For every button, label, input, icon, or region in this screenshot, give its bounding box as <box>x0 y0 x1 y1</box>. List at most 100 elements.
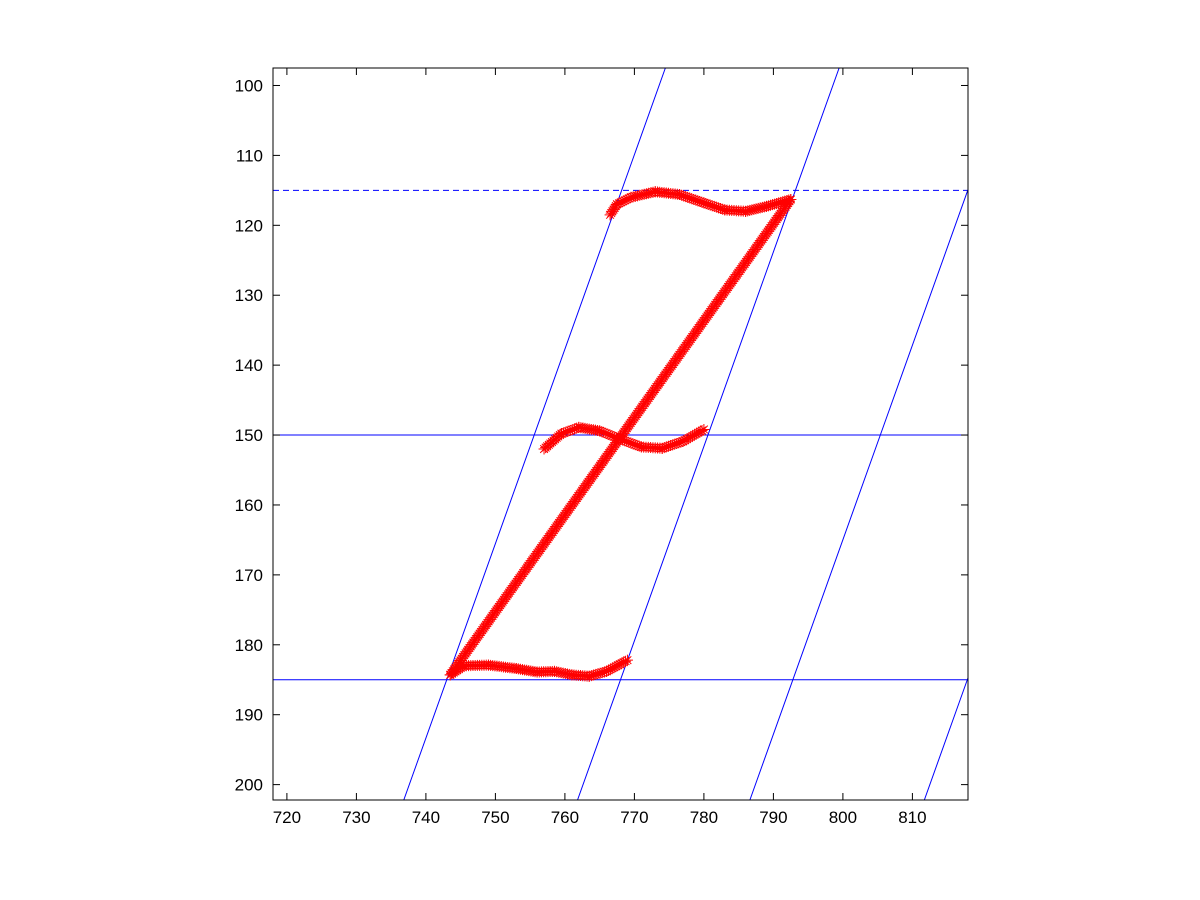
asterisk-marker <box>610 432 622 444</box>
asterisk-marker <box>620 655 632 667</box>
asterisk-marker <box>608 661 620 673</box>
asterisk-marker <box>773 197 785 209</box>
asterisk-marker <box>621 193 633 205</box>
asterisk-marker <box>614 658 626 670</box>
asterisk-marker <box>696 425 708 437</box>
asterisk-marker <box>612 659 624 671</box>
asterisk-marker <box>564 425 576 437</box>
asterisk-marker <box>685 431 697 443</box>
x-tick-label: 810 <box>898 808 926 827</box>
asterisk-marker <box>673 437 685 449</box>
asterisk-marker <box>615 196 627 208</box>
asterisk-marker <box>608 431 620 443</box>
asterisk-marker <box>680 191 692 203</box>
x-tick-label: 770 <box>620 808 648 827</box>
asterisk-marker <box>643 187 655 199</box>
asterisk-marker <box>682 191 694 203</box>
asterisk-marker <box>625 191 637 203</box>
asterisk-marker <box>615 433 626 445</box>
asterisk-marker <box>687 430 699 442</box>
asterisk-marker <box>677 435 689 447</box>
asterisk-marker <box>688 193 700 205</box>
y-tick-label: 170 <box>235 566 263 585</box>
y-tick-label: 100 <box>235 76 263 95</box>
asterisk-marker <box>598 666 610 678</box>
asterisk-marker <box>775 196 787 208</box>
asterisk-marker <box>658 442 670 454</box>
y-tick-label: 140 <box>235 356 263 375</box>
asterisk-marker <box>676 189 688 201</box>
asterisk-marker <box>621 436 633 448</box>
y-tick-label: 150 <box>235 426 263 445</box>
x-tick-label: 790 <box>759 808 787 827</box>
asterisk-marker <box>631 439 643 451</box>
asterisk-marker <box>777 196 789 208</box>
asterisk-marker <box>771 198 783 210</box>
asterisk-marker <box>594 425 606 437</box>
x-tick-label: 780 <box>690 808 718 827</box>
asterisk-marker <box>610 660 622 672</box>
asterisk-marker <box>692 427 704 439</box>
asterisk-marker <box>760 200 772 212</box>
asterisk-marker <box>594 667 606 679</box>
asterisk-marker <box>568 423 580 435</box>
asterisk-marker <box>633 440 645 452</box>
asterisk-marker <box>602 664 614 676</box>
asterisk-marker <box>683 432 695 444</box>
asterisk-marker <box>710 201 722 213</box>
asterisk-marker <box>706 200 718 212</box>
asterisk-marker <box>611 198 623 210</box>
asterisk-marker <box>662 440 674 452</box>
asterisk-marker <box>619 194 631 206</box>
asterisk-marker <box>681 433 693 445</box>
asterisk-marker <box>627 191 639 203</box>
stroke-markers <box>444 186 797 682</box>
asterisk-marker <box>612 432 624 444</box>
asterisk-marker <box>679 434 691 446</box>
asterisk-marker <box>602 428 614 440</box>
axes-frame <box>272 67 969 801</box>
asterisk-marker <box>692 195 704 207</box>
asterisk-marker <box>715 203 727 215</box>
asterisk-marker <box>617 434 629 446</box>
asterisk-marker <box>767 199 779 211</box>
asterisk-marker <box>712 202 724 214</box>
asterisk-marker <box>629 439 641 451</box>
asterisk-marker <box>634 189 646 201</box>
asterisk-marker <box>616 657 628 669</box>
asterisk-marker <box>604 663 616 675</box>
asterisk-marker <box>588 669 600 681</box>
x-tick-label: 720 <box>273 808 301 827</box>
y-tick-label: 190 <box>235 706 263 725</box>
asterisk-marker <box>606 430 618 442</box>
asterisk-marker <box>592 668 604 680</box>
asterisk-marker <box>694 196 706 208</box>
asterisk-marker <box>645 187 657 199</box>
asterisk-marker <box>596 426 608 438</box>
asterisk-marker <box>618 656 630 668</box>
asterisk-marker <box>596 667 608 679</box>
y-tick-label: 200 <box>235 776 263 795</box>
asterisk-marker <box>698 423 710 435</box>
asterisk-marker <box>765 199 777 211</box>
asterisk-marker <box>717 203 729 215</box>
asterisk-marker <box>696 196 708 208</box>
asterisk-marker <box>560 426 572 438</box>
asterisk-marker <box>690 194 702 206</box>
slanted-guide-1 <box>577 68 840 800</box>
asterisk-marker <box>558 427 570 439</box>
asterisk-marker <box>585 670 597 682</box>
asterisk-marker <box>675 436 687 448</box>
y-tick-label: 180 <box>235 636 263 655</box>
y-tick-label: 110 <box>236 146 263 165</box>
asterisk-marker <box>604 429 616 441</box>
asterisk-marker <box>629 190 641 202</box>
y-tick-label: 120 <box>235 216 263 235</box>
asterisk-marker <box>555 428 567 440</box>
asterisk-marker <box>562 425 574 437</box>
asterisk-marker <box>627 438 639 450</box>
asterisk-marker <box>684 192 696 204</box>
asterisk-marker <box>625 437 637 449</box>
asterisk-marker <box>621 654 633 666</box>
